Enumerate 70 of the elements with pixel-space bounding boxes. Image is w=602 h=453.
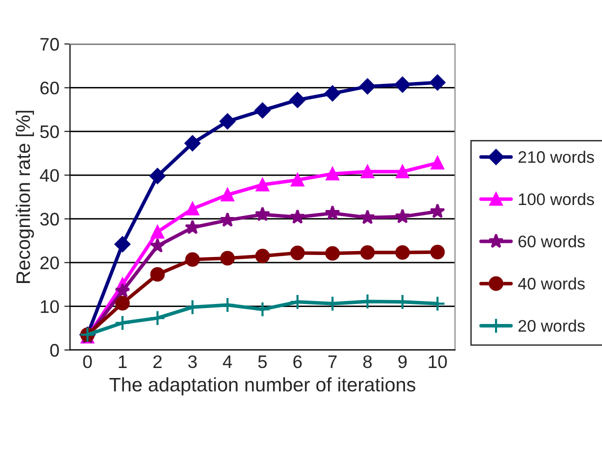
legend-label: 40 words — [518, 277, 585, 290]
x-tick-label: 8 — [363, 355, 372, 368]
point — [150, 225, 164, 239]
x-tick-label: 0 — [83, 355, 92, 368]
y-tick-label: 50 — [40, 125, 59, 138]
y-tick-label: 30 — [40, 212, 59, 226]
x-tick-label: 9 — [398, 355, 407, 368]
point — [114, 282, 130, 298]
point — [360, 210, 376, 224]
point — [150, 168, 166, 184]
x-axis-title: The adaptation number of iterations — [109, 377, 416, 396]
y-tick-label: 70 — [40, 38, 59, 51]
point — [326, 167, 340, 180]
point — [324, 205, 340, 220]
point — [150, 310, 166, 326]
y-axis-title: Recognition rate [%] — [16, 110, 34, 283]
x-tick-label: 6 — [293, 355, 302, 368]
point — [256, 178, 270, 192]
point — [360, 165, 374, 178]
x-tick-label: 4 — [222, 356, 232, 368]
x-tick-label: 2 — [153, 355, 162, 368]
point — [430, 156, 444, 170]
y-tick-label: 0 — [50, 344, 59, 357]
x-tick-label: 10 — [428, 355, 447, 368]
x-tick-label: 1 — [118, 356, 127, 368]
point — [360, 245, 375, 260]
point — [114, 314, 130, 331]
point — [430, 203, 446, 218]
point — [290, 209, 306, 224]
point — [360, 78, 376, 94]
point — [290, 92, 306, 108]
point — [220, 113, 236, 130]
point — [184, 220, 200, 234]
y-tick-label: 60 — [40, 82, 59, 94]
legend-label: 210 words — [518, 150, 594, 163]
point — [220, 212, 236, 227]
point — [186, 202, 200, 216]
point — [394, 76, 410, 93]
point — [220, 250, 235, 266]
point — [430, 244, 445, 260]
point — [150, 267, 165, 282]
y-tick-label: 20 — [40, 256, 59, 270]
point — [255, 248, 270, 264]
point — [184, 135, 200, 152]
point — [430, 74, 446, 90]
point — [185, 252, 200, 267]
point — [394, 208, 410, 224]
point — [254, 102, 270, 118]
x-tick-label: 5 — [258, 356, 267, 368]
legend-label: 20 words — [518, 320, 585, 332]
point — [290, 246, 305, 260]
point — [184, 299, 200, 316]
point — [325, 246, 340, 261]
legend-label: 60 words — [518, 235, 585, 248]
point — [290, 173, 304, 187]
x-tick-label: 7 — [328, 356, 337, 368]
x-tick-label: 3 — [188, 355, 197, 368]
point — [254, 301, 270, 318]
point — [220, 296, 236, 313]
y-tick-label: 10 — [40, 300, 59, 314]
point — [396, 165, 410, 178]
y-tick-label: 40 — [40, 169, 59, 182]
point — [150, 238, 166, 253]
point — [254, 206, 270, 222]
point — [220, 188, 234, 202]
legend-label: 100 words — [518, 192, 594, 206]
point — [114, 236, 130, 252]
point — [395, 245, 410, 260]
point — [115, 296, 130, 311]
point — [324, 85, 340, 102]
